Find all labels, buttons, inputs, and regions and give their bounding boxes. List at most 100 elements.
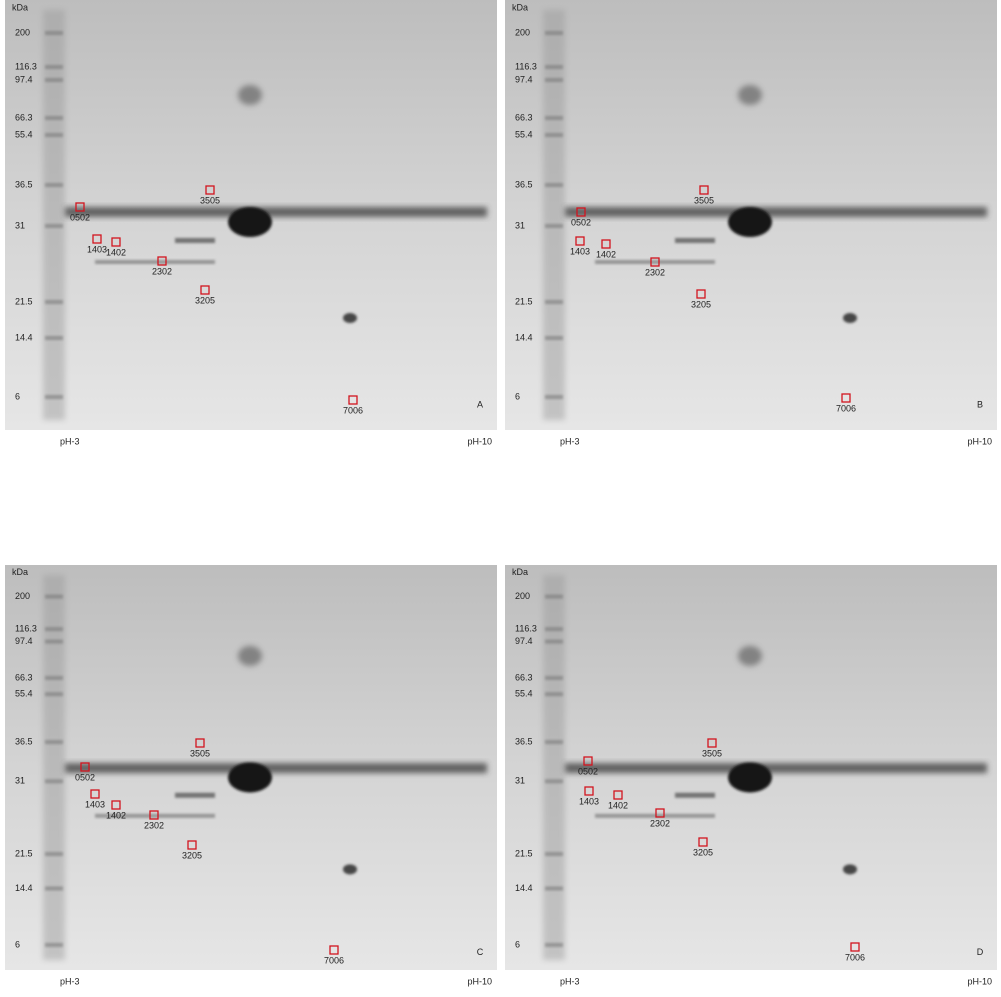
- mw-marker: 116.3: [15, 61, 37, 71]
- gel-panel: kDa 200 116.3 97.4 66.3 55.4 36.5 31 21.5 14.4 6 pH…: [505, 0, 997, 458]
- major-spot: [728, 207, 772, 237]
- spot-box: [187, 840, 197, 850]
- ladder-band: [545, 224, 563, 228]
- spot-label: 0502: [75, 772, 95, 782]
- spot-box: [613, 790, 623, 800]
- gel-panel: kDa 200 116.3 97.4 66.3 55.4 36.5 31 21.5 14.4 6 pH…: [5, 0, 497, 458]
- unit-label: kDa: [512, 2, 528, 12]
- streak: [95, 813, 215, 818]
- spot-box: [200, 285, 210, 295]
- major-spot: [728, 762, 772, 793]
- ladder-band: [545, 852, 563, 857]
- spot-label: 3505: [694, 195, 714, 205]
- spot: [738, 85, 762, 105]
- spot-box: [650, 257, 660, 267]
- ladder-band: [45, 31, 63, 35]
- spot: [343, 864, 357, 875]
- mw-marker: 6: [515, 939, 520, 949]
- mw-marker: 97.4: [15, 636, 33, 646]
- ph-label: pH-10: [467, 436, 492, 446]
- ladder-lane: [543, 10, 565, 420]
- spot-box: [75, 202, 85, 212]
- spot: [843, 313, 857, 323]
- horizontal-band: [565, 763, 987, 774]
- ladder-band: [545, 886, 563, 891]
- ladder-band: [545, 300, 563, 304]
- streak: [595, 813, 715, 818]
- ladder-band: [545, 627, 563, 632]
- ladder-band: [45, 183, 63, 187]
- spot-label: 3205: [691, 299, 711, 309]
- spot-box: [655, 808, 665, 818]
- spot-label: 2302: [645, 267, 665, 277]
- ladder-lane: [43, 10, 65, 420]
- spot-label: 1403: [85, 799, 105, 809]
- bottom-strip: [505, 970, 997, 997]
- spot: [238, 85, 262, 105]
- ladder-band: [45, 675, 63, 680]
- spot: [238, 645, 262, 666]
- mw-marker: 21.5: [15, 296, 33, 306]
- spot-label: 3505: [190, 748, 210, 758]
- mw-marker: 6: [15, 939, 20, 949]
- spot-label: 3205: [195, 295, 215, 305]
- horizontal-band: [65, 763, 487, 774]
- ladder-band: [45, 395, 63, 399]
- spot-box: [601, 239, 611, 249]
- ladder-band: [45, 942, 63, 947]
- mw-marker: 31: [15, 776, 25, 786]
- horizontal-band: [65, 207, 487, 217]
- letter: A: [477, 399, 483, 409]
- ladder-lane: [43, 575, 65, 960]
- spot: [738, 645, 762, 666]
- ph-label: pH-3: [60, 436, 80, 446]
- spot-box: [850, 942, 860, 952]
- mw-marker: 6: [515, 391, 520, 401]
- ladder-band: [45, 627, 63, 632]
- spot-box: [90, 789, 100, 799]
- ladder-band: [45, 65, 63, 69]
- major-spot: [228, 207, 272, 237]
- spot-box: [329, 945, 339, 955]
- spot-box: [80, 762, 90, 772]
- streak: [175, 792, 215, 798]
- mw-marker: 55.4: [515, 689, 533, 699]
- bottom-strip: [505, 430, 997, 458]
- ladder-band: [545, 336, 563, 340]
- mw-marker: 66.3: [15, 672, 33, 682]
- mw-marker: 97.4: [515, 74, 533, 84]
- ladder-band: [545, 78, 563, 82]
- ladder-band: [545, 692, 563, 697]
- mw-marker: 31: [515, 220, 525, 230]
- ladder-band: [45, 300, 63, 304]
- streak: [595, 260, 715, 264]
- unit-label: kDa: [12, 2, 28, 12]
- ladder-band: [45, 594, 63, 599]
- spot-box: [707, 738, 717, 748]
- mw-marker: 14.4: [515, 883, 533, 893]
- spot-label: 1402: [596, 249, 616, 259]
- ladder-band: [545, 779, 563, 784]
- unit-label: kDa: [512, 567, 528, 577]
- mw-marker: 21.5: [15, 848, 33, 858]
- spot-label: 3205: [693, 847, 713, 857]
- mw-marker: 21.5: [515, 296, 533, 306]
- ladder-band: [45, 740, 63, 745]
- bottom-strip: [5, 430, 497, 458]
- mw-marker: 116.3: [515, 61, 537, 71]
- ladder-band: [545, 942, 563, 947]
- ladder-band: [45, 224, 63, 228]
- letter: B: [977, 399, 983, 409]
- ph-label: pH-10: [967, 436, 992, 446]
- spot-box: [698, 837, 708, 847]
- mw-marker: 14.4: [15, 883, 33, 893]
- ph-label: pH-3: [60, 976, 80, 986]
- unit-label: kDa: [12, 567, 28, 577]
- spot-label: 1402: [106, 247, 126, 257]
- horizontal-band: [565, 207, 987, 217]
- spot-label: 1403: [87, 244, 107, 254]
- ladder-lane: [543, 575, 565, 960]
- spot-box: [699, 185, 709, 195]
- ladder-band: [45, 886, 63, 891]
- spot-label: 3505: [200, 195, 220, 205]
